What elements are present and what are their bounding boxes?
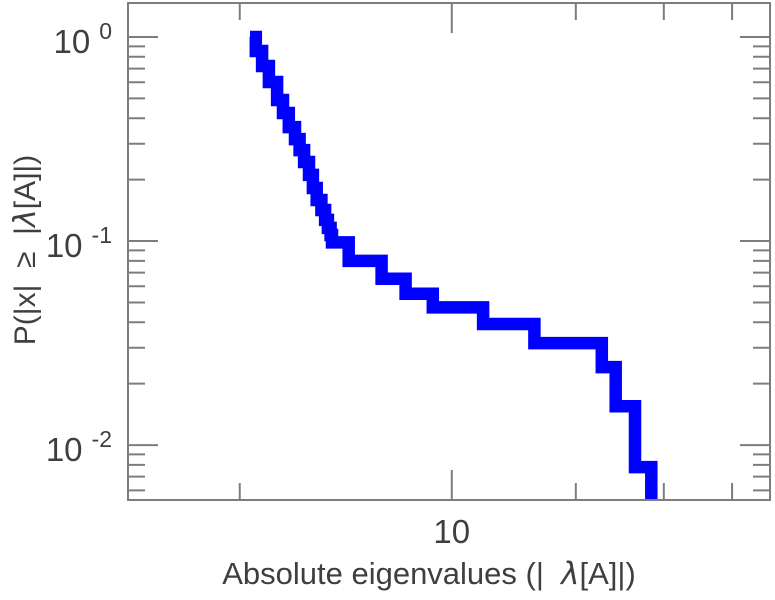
y-title-suffix: [A]|) (9, 154, 42, 210)
lambda-symbol: λ (561, 556, 580, 592)
y-tick-exponent: -2 (91, 426, 112, 453)
ccdf-curve (249, 30, 658, 499)
y-tick-base: 10 (53, 23, 91, 61)
x-title-text: Absolute eigenvalues (| (222, 556, 562, 591)
y-tick-exponent: 0 (99, 18, 112, 45)
y-tick-base: 10 (45, 431, 83, 469)
y-tick-exponent: -1 (91, 222, 112, 249)
axis-tick-marks (128, 3, 770, 500)
x-tick-label-10: 10 (433, 513, 471, 550)
plot-frame (127, 2, 771, 501)
y-tick-base: 10 (45, 227, 83, 265)
x-title-suffix: [A]|) (579, 556, 636, 591)
x-axis-title: Absolute eigenvalues (| λ[A]|) (129, 556, 729, 592)
y-tick-label--1: 10 -1 (0, 222, 112, 266)
lambda-symbol: λ (8, 209, 43, 228)
y-tick-label-0: 10 0 (0, 18, 112, 62)
y-tick-label--2: 10 -2 (0, 426, 112, 470)
